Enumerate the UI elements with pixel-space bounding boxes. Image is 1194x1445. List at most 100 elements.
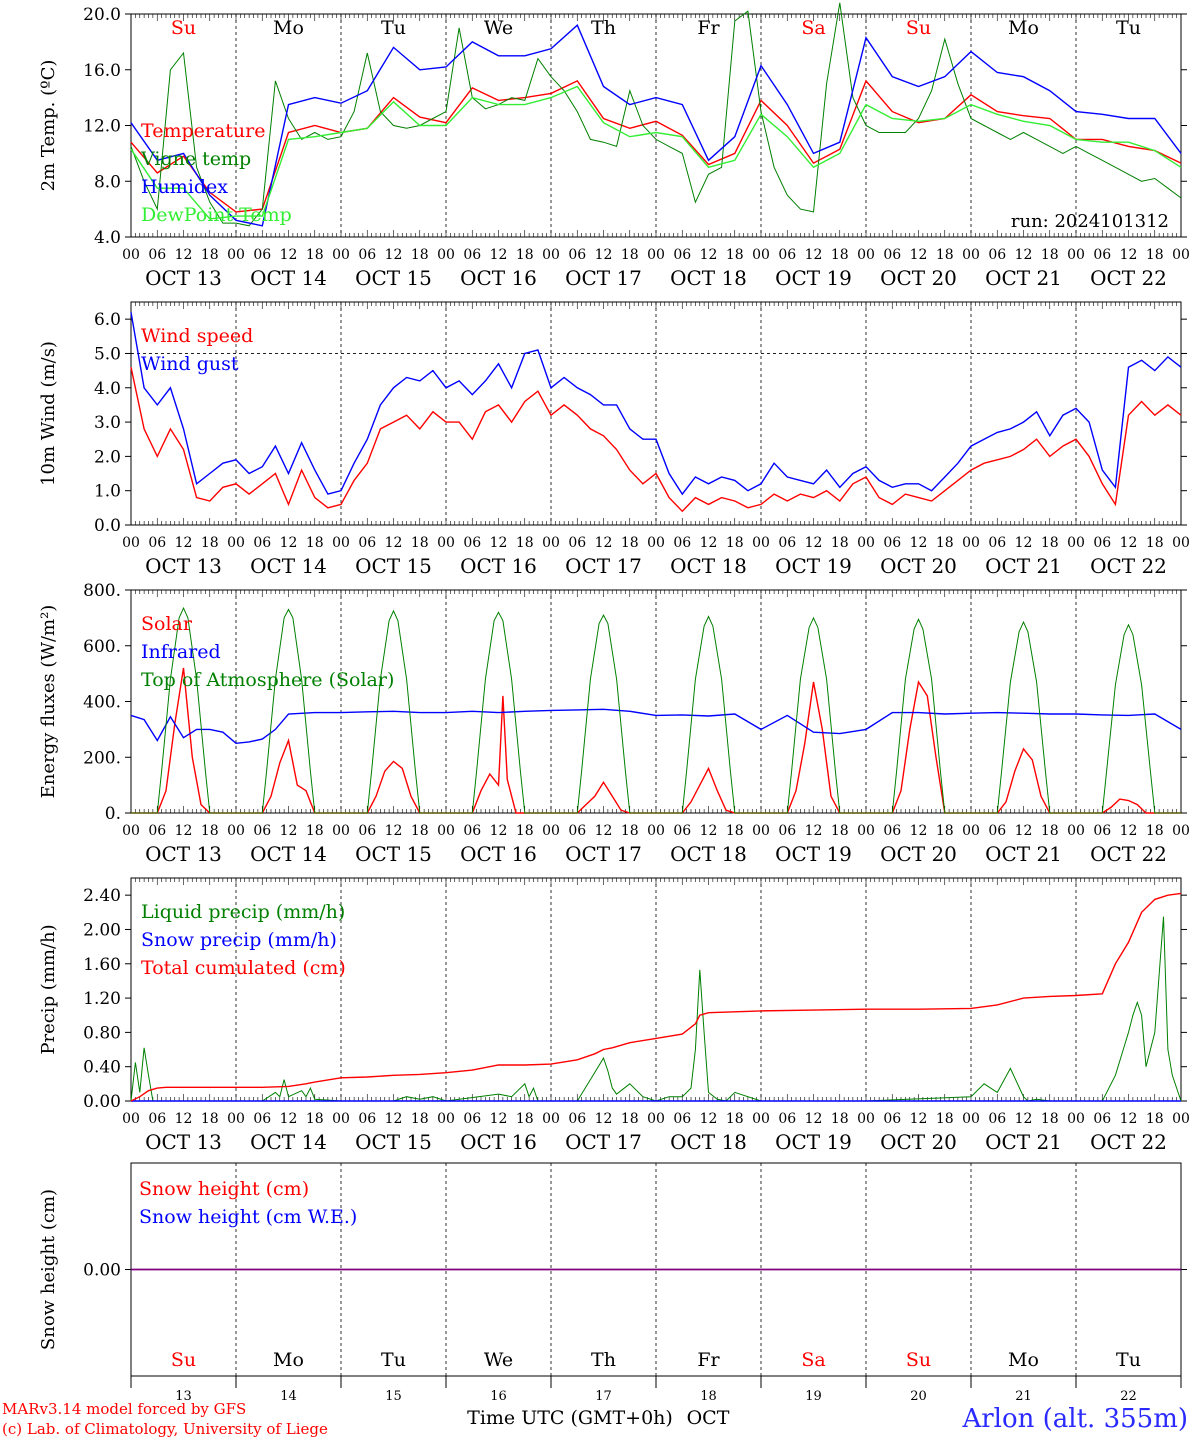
x-hour-label: 18 bbox=[411, 1111, 429, 1127]
x-date-label: OCT 21 bbox=[985, 554, 1062, 578]
x-hour-label: 00 bbox=[332, 247, 350, 263]
x-hour-label: 00 bbox=[857, 823, 875, 839]
x-hour-label: 18 bbox=[306, 1111, 324, 1127]
x-hour-label: 06 bbox=[1093, 535, 1111, 551]
x-hour-label: 12 bbox=[700, 1111, 718, 1127]
y-tick-label: 4.0 bbox=[94, 228, 121, 248]
x-hour-label: 18 bbox=[201, 1111, 219, 1127]
x-hour-label: 06 bbox=[253, 247, 271, 263]
x-hour-label: 06 bbox=[673, 247, 691, 263]
x-hour-label: 18 bbox=[831, 535, 849, 551]
y-tick-label: 200. bbox=[83, 748, 121, 768]
x-hour-label: 00 bbox=[1067, 823, 1085, 839]
x-hour-label: 06 bbox=[883, 535, 901, 551]
series-line bbox=[130, 85, 1182, 220]
x-hour-label: 06 bbox=[1093, 1111, 1111, 1127]
y-tick-label: 1.0 bbox=[94, 482, 121, 502]
x-hour-label: 00 bbox=[752, 535, 770, 551]
y-axis-title: Precip (mm/h) bbox=[38, 924, 59, 1054]
x-day-number: 13 bbox=[175, 1389, 192, 1404]
x-hour-label: 12 bbox=[595, 823, 613, 839]
x-hour-label: 18 bbox=[831, 823, 849, 839]
y-tick-label: 6.0 bbox=[94, 310, 121, 330]
x-date-label: OCT 16 bbox=[460, 1130, 537, 1154]
x-date-label: OCT 21 bbox=[985, 1130, 1062, 1154]
x-date-label: OCT 19 bbox=[775, 1130, 852, 1154]
x-hour-label: 00 bbox=[647, 1111, 665, 1127]
x-date-label: OCT 19 bbox=[775, 554, 852, 578]
x-hour-label: 18 bbox=[306, 823, 324, 839]
y-tick-label: 0.80 bbox=[83, 1023, 121, 1043]
weekday-label: Su bbox=[906, 17, 931, 39]
panel-1: 4.0 8.0 12.0 16.0 20.0 2m Temp. (ºC) Temperatu… bbox=[38, 2, 1190, 290]
x-hour-label: 00 bbox=[227, 1111, 245, 1127]
x-hour-label: 18 bbox=[201, 823, 219, 839]
x-hour-label: 00 bbox=[332, 823, 350, 839]
x-hour-label: 18 bbox=[621, 823, 639, 839]
x-hour-label: 12 bbox=[175, 823, 193, 839]
y-axis-title: 10m Wind (m/s) bbox=[38, 341, 59, 486]
x-hour-label: 18 bbox=[621, 535, 639, 551]
weekday-label: Sa bbox=[801, 1349, 825, 1371]
weekday-label: Mo bbox=[273, 1349, 304, 1371]
x-hour-label: 00 bbox=[542, 823, 560, 839]
x-hour-label: 12 bbox=[385, 535, 403, 551]
x-hour-label: 12 bbox=[700, 247, 718, 263]
series-line bbox=[130, 367, 1182, 513]
x-date-label: OCT 19 bbox=[775, 266, 852, 290]
x-hour-label: 18 bbox=[621, 247, 639, 263]
x-hour-label: 06 bbox=[358, 247, 376, 263]
series-line bbox=[130, 79, 1182, 213]
x-hour-label: 18 bbox=[1146, 823, 1164, 839]
x-date-label: OCT 17 bbox=[565, 842, 642, 866]
x-date-label: OCT 22 bbox=[1090, 266, 1167, 290]
x-hour-label: 18 bbox=[1146, 247, 1164, 263]
run-annotation: run: 2024101312 bbox=[1011, 211, 1169, 232]
x-hour-label: 18 bbox=[936, 535, 954, 551]
x-hour-label: 06 bbox=[253, 1111, 271, 1127]
x-hour-label: 12 bbox=[805, 535, 823, 551]
x-hour-label: 00 bbox=[647, 535, 665, 551]
x-hour-label: 18 bbox=[1146, 535, 1164, 551]
x-hour-label: 00 bbox=[332, 535, 350, 551]
x-hour-label: 00 bbox=[437, 1111, 455, 1127]
x-hour-label: 00 bbox=[332, 1111, 350, 1127]
x-hour-label: 12 bbox=[490, 823, 508, 839]
x-date-label: OCT 18 bbox=[670, 1130, 747, 1154]
series-line bbox=[130, 708, 1182, 745]
x-day-number: 16 bbox=[490, 1389, 507, 1404]
legend-entry: Top of Atmosphere (Solar) bbox=[141, 669, 394, 691]
x-date-label: OCT 15 bbox=[355, 842, 432, 866]
x-hour-label: 00 bbox=[1172, 1111, 1190, 1127]
x-date-label: OCT 14 bbox=[250, 1130, 327, 1154]
x-date-label: OCT 15 bbox=[355, 554, 432, 578]
x-axis-month: OCT bbox=[687, 1407, 730, 1429]
x-hour-label: 12 bbox=[1120, 1111, 1138, 1127]
x-day-number: 20 bbox=[910, 1389, 927, 1404]
x-hour-label: 12 bbox=[595, 535, 613, 551]
x-hour-label: 12 bbox=[805, 1111, 823, 1127]
series-line bbox=[130, 24, 1182, 227]
x-hour-label: 06 bbox=[883, 1111, 901, 1127]
x-day-number: 21 bbox=[1015, 1389, 1032, 1404]
y-tick-label: 2.00 bbox=[83, 920, 121, 940]
x-hour-label: 12 bbox=[910, 535, 928, 551]
x-hour-label: 12 bbox=[280, 535, 298, 551]
x-hour-label: 18 bbox=[201, 535, 219, 551]
x-hour-label: 18 bbox=[516, 247, 534, 263]
x-hour-label: 00 bbox=[122, 823, 140, 839]
x-hour-label: 12 bbox=[385, 823, 403, 839]
x-date-label: OCT 16 bbox=[460, 266, 537, 290]
y-tick-label: 3.0 bbox=[94, 413, 121, 433]
x-hour-label: 00 bbox=[962, 535, 980, 551]
model-credit: MARv3.14 model forced by GFS bbox=[2, 1400, 247, 1418]
x-hour-label: 18 bbox=[831, 1111, 849, 1127]
y-tick-label: 20.0 bbox=[83, 5, 121, 25]
x-hour-label: 00 bbox=[227, 247, 245, 263]
x-date-label: OCT 20 bbox=[880, 554, 957, 578]
x-hour-label: 00 bbox=[542, 1111, 560, 1127]
x-hour-label: 00 bbox=[752, 1111, 770, 1127]
series-line bbox=[130, 892, 1182, 1102]
station-location: Arlon (alt. 355m) bbox=[962, 1404, 1188, 1434]
x-hour-label: 06 bbox=[358, 535, 376, 551]
